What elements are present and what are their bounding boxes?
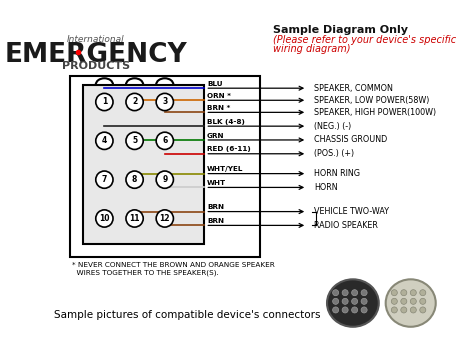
Ellipse shape xyxy=(327,279,379,327)
Text: 5: 5 xyxy=(132,136,137,145)
Text: WIRES TOGETHER TO THE SPEAKER(S).: WIRES TOGETHER TO THE SPEAKER(S). xyxy=(73,269,219,276)
Text: 4: 4 xyxy=(102,136,107,145)
Circle shape xyxy=(156,93,173,111)
Text: SPEAKER, LOW POWER(58W): SPEAKER, LOW POWER(58W) xyxy=(314,96,429,105)
Circle shape xyxy=(342,298,348,304)
Text: 9: 9 xyxy=(162,175,167,184)
Circle shape xyxy=(401,290,407,296)
Circle shape xyxy=(333,307,338,313)
Text: GRN: GRN xyxy=(207,133,225,139)
Text: SPEAKER, HIGH POWER(100W): SPEAKER, HIGH POWER(100W) xyxy=(314,108,436,117)
Text: BRN: BRN xyxy=(207,204,224,210)
Text: VEHICLE TWO-WAY: VEHICLE TWO-WAY xyxy=(314,207,389,216)
Circle shape xyxy=(156,171,173,188)
Text: WHT: WHT xyxy=(207,180,226,186)
Text: wiring diagram): wiring diagram) xyxy=(273,44,350,54)
Circle shape xyxy=(126,171,143,188)
Circle shape xyxy=(401,307,407,313)
Text: Sample pictures of compatible device's connectors: Sample pictures of compatible device's c… xyxy=(55,310,321,320)
Text: HORN: HORN xyxy=(314,183,337,192)
Ellipse shape xyxy=(386,279,436,327)
Text: SPEAKER, COMMON: SPEAKER, COMMON xyxy=(314,84,393,93)
Text: (Please refer to your device's specific: (Please refer to your device's specific xyxy=(273,35,456,45)
Text: BLU: BLU xyxy=(207,81,223,87)
Text: WHT/YEL: WHT/YEL xyxy=(207,166,244,172)
Circle shape xyxy=(361,290,367,296)
Circle shape xyxy=(342,307,348,313)
Circle shape xyxy=(352,298,358,304)
Text: PRODUCTS: PRODUCTS xyxy=(62,61,130,71)
Text: 2: 2 xyxy=(132,98,137,106)
Text: (NEG.) (-): (NEG.) (-) xyxy=(314,122,351,131)
Circle shape xyxy=(392,290,397,296)
Text: 6: 6 xyxy=(162,136,167,145)
Circle shape xyxy=(126,210,143,227)
Text: EMERGENCY: EMERGENCY xyxy=(4,42,187,67)
Text: (POS.) (+): (POS.) (+) xyxy=(314,149,354,158)
Circle shape xyxy=(420,307,426,313)
Circle shape xyxy=(410,298,416,304)
Text: BRN *: BRN * xyxy=(207,105,230,111)
Circle shape xyxy=(156,210,173,227)
Text: 10: 10 xyxy=(99,214,109,223)
Circle shape xyxy=(392,298,397,304)
Circle shape xyxy=(420,290,426,296)
Text: 11: 11 xyxy=(129,214,140,223)
Text: HORN RING: HORN RING xyxy=(314,169,360,178)
Text: 1: 1 xyxy=(102,98,107,106)
Text: 7: 7 xyxy=(102,175,107,184)
Circle shape xyxy=(156,132,173,149)
Circle shape xyxy=(96,132,113,149)
Circle shape xyxy=(96,93,113,111)
Circle shape xyxy=(392,307,397,313)
Circle shape xyxy=(333,298,338,304)
Bar xyxy=(83,85,204,244)
Bar xyxy=(70,76,260,257)
Text: 3: 3 xyxy=(162,98,167,106)
Text: Sample Diagram Only: Sample Diagram Only xyxy=(273,25,408,36)
Circle shape xyxy=(342,290,348,296)
Text: * NEVER CONNECT THE BROWN AND ORANGE SPEAKER: * NEVER CONNECT THE BROWN AND ORANGE SPE… xyxy=(73,262,275,268)
Circle shape xyxy=(126,132,143,149)
Circle shape xyxy=(361,298,367,304)
Circle shape xyxy=(410,307,416,313)
Circle shape xyxy=(401,298,407,304)
Circle shape xyxy=(333,290,338,296)
Text: 12: 12 xyxy=(160,214,170,223)
Circle shape xyxy=(352,307,358,313)
Text: ORN *: ORN * xyxy=(207,93,231,99)
Circle shape xyxy=(410,290,416,296)
Text: CHASSIS GROUND: CHASSIS GROUND xyxy=(314,136,387,144)
Circle shape xyxy=(96,210,113,227)
Text: RADIO SPEAKER: RADIO SPEAKER xyxy=(314,221,378,230)
Circle shape xyxy=(96,171,113,188)
Circle shape xyxy=(126,93,143,111)
Text: BRN: BRN xyxy=(207,218,224,224)
Circle shape xyxy=(361,307,367,313)
Circle shape xyxy=(420,298,426,304)
Text: BLK (4-8): BLK (4-8) xyxy=(207,119,245,125)
Text: International: International xyxy=(67,34,125,44)
Circle shape xyxy=(352,290,358,296)
Text: RED (6-11): RED (6-11) xyxy=(207,147,251,153)
Text: 8: 8 xyxy=(132,175,137,184)
